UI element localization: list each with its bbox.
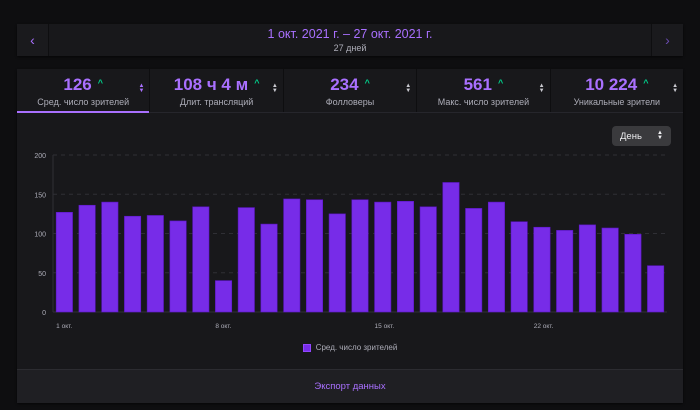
y-tick-label: 100 xyxy=(34,232,46,239)
trend-up-icon: ^ xyxy=(364,78,370,88)
stat-value: 234 xyxy=(330,75,359,94)
stat-label: Сред. число зрителей xyxy=(37,97,130,107)
export-data-link[interactable]: Экспорт данных xyxy=(314,381,386,392)
bar[interactable] xyxy=(101,201,119,313)
granularity-selected: День xyxy=(620,130,642,142)
bar[interactable] xyxy=(601,227,619,313)
previous-period-button[interactable]: ‹ xyxy=(17,24,49,56)
y-tick-label: 0 xyxy=(42,310,46,317)
chevron-left-icon: ‹ xyxy=(30,32,35,48)
stat-label: Длит. трансляций xyxy=(179,97,254,107)
bar[interactable] xyxy=(647,265,665,313)
y-tick-label: 50 xyxy=(38,271,46,278)
x-tick-label: 15 окт. xyxy=(375,323,395,330)
stat-tab-unique-viewers[interactable]: 10 224 ^ Уникальные зрители ▲ ▼ xyxy=(551,69,683,112)
stat-tab-stream-duration[interactable]: 108 ч 4 м ^ Длит. трансляций ▲ ▼ xyxy=(150,69,284,112)
bar[interactable] xyxy=(328,213,346,313)
stat-tab-max-viewers[interactable]: 561 ^ Макс. число зрителей ▲ ▼ xyxy=(417,69,551,112)
chevron-right-icon: › xyxy=(665,32,670,48)
bar[interactable] xyxy=(192,206,210,313)
bar[interactable] xyxy=(215,280,233,313)
bar[interactable] xyxy=(78,204,96,313)
stat-label: Макс. число зрителей xyxy=(437,97,530,107)
stat-tabs: 126 ^ Сред. число зрителей ▲ ▼ 108 ч 4 м … xyxy=(17,69,683,113)
sort-icon[interactable]: ▲ ▼ xyxy=(271,83,278,94)
stat-value: 126 xyxy=(63,75,92,94)
y-tick-label: 150 xyxy=(34,192,46,199)
bar[interactable] xyxy=(374,201,392,313)
date-range-label: 1 окт. 2021 г. – 27 окт. 2021 г. xyxy=(267,26,433,41)
stat-value: 10 224 xyxy=(585,75,638,94)
sort-icon[interactable]: ▲ ▼ xyxy=(138,83,145,94)
date-range-display: 1 окт. 2021 г. – 27 окт. 2021 г. 27 дней xyxy=(49,24,651,56)
bar[interactable] xyxy=(624,233,642,313)
date-range-navigator: ‹ 1 окт. 2021 г. – 27 окт. 2021 г. 27 дн… xyxy=(17,24,683,56)
y-tick-label: 200 xyxy=(34,153,46,160)
legend-swatch xyxy=(302,343,311,352)
bar[interactable] xyxy=(419,206,437,313)
bar[interactable] xyxy=(510,221,528,313)
trend-up-icon: ^ xyxy=(97,78,104,88)
bar[interactable] xyxy=(283,198,301,313)
trend-up-icon: ^ xyxy=(254,78,260,88)
stat-tab-followers[interactable]: 234 ^ Фолловеры ▲ ▼ xyxy=(284,69,418,112)
bar[interactable] xyxy=(465,208,483,313)
bar[interactable] xyxy=(442,182,460,313)
chart-legend[interactable]: Сред. число зрителей xyxy=(17,343,683,352)
x-tick-label: 1 окт. xyxy=(56,323,72,330)
stat-value: 561 xyxy=(463,75,492,94)
stat-value: 108 ч 4 м xyxy=(173,75,249,94)
bar[interactable] xyxy=(487,201,505,313)
panel-footer: Экспорт данных xyxy=(17,369,683,403)
bar[interactable] xyxy=(533,226,551,313)
bar[interactable] xyxy=(351,199,369,313)
analytics-panel: 126 ^ Сред. число зрителей ▲ ▼ 108 ч 4 м … xyxy=(17,69,683,403)
bar[interactable] xyxy=(578,224,596,313)
bar[interactable] xyxy=(306,199,324,313)
bar[interactable] xyxy=(396,201,414,313)
trend-up-icon: ^ xyxy=(497,78,504,88)
bar[interactable] xyxy=(556,230,574,313)
bar[interactable] xyxy=(146,215,164,313)
bar[interactable] xyxy=(55,212,73,313)
select-caret-icon: ▲ ▼ xyxy=(657,130,663,141)
x-tick-label: 8 окт. xyxy=(215,323,231,330)
legend-label: Сред. число зрителей xyxy=(315,343,398,352)
bar[interactable] xyxy=(260,223,278,313)
bar[interactable] xyxy=(169,220,187,313)
day-count: 27 дней xyxy=(333,42,367,53)
bar[interactable] xyxy=(237,207,255,313)
next-period-button[interactable]: › xyxy=(651,24,683,56)
chart-canvas: 0 50 100 150 200 1 окт. 8 окт. 15 окт. 22 окт. xyxy=(34,153,667,330)
sort-icon[interactable]: ▲ ▼ xyxy=(405,83,412,94)
viewers-bar-chart: 0 50 100 150 200 1 окт. 8 окт. 15 окт. 22 окт. xyxy=(17,145,683,360)
sort-icon[interactable]: ▲ ▼ xyxy=(672,83,679,94)
sort-icon[interactable]: ▲ ▼ xyxy=(538,83,545,94)
trend-up-icon: ^ xyxy=(643,78,649,88)
x-tick-label: 22 окт. xyxy=(534,323,554,330)
stat-label: Уникальные зрители xyxy=(573,97,661,107)
stat-label: Фолловеры xyxy=(325,97,375,107)
stat-tab-avg-viewers[interactable]: 126 ^ Сред. число зрителей ▲ ▼ xyxy=(17,69,151,113)
bar[interactable] xyxy=(124,215,142,313)
granularity-select[interactable]: День ▲ ▼ xyxy=(612,126,671,146)
